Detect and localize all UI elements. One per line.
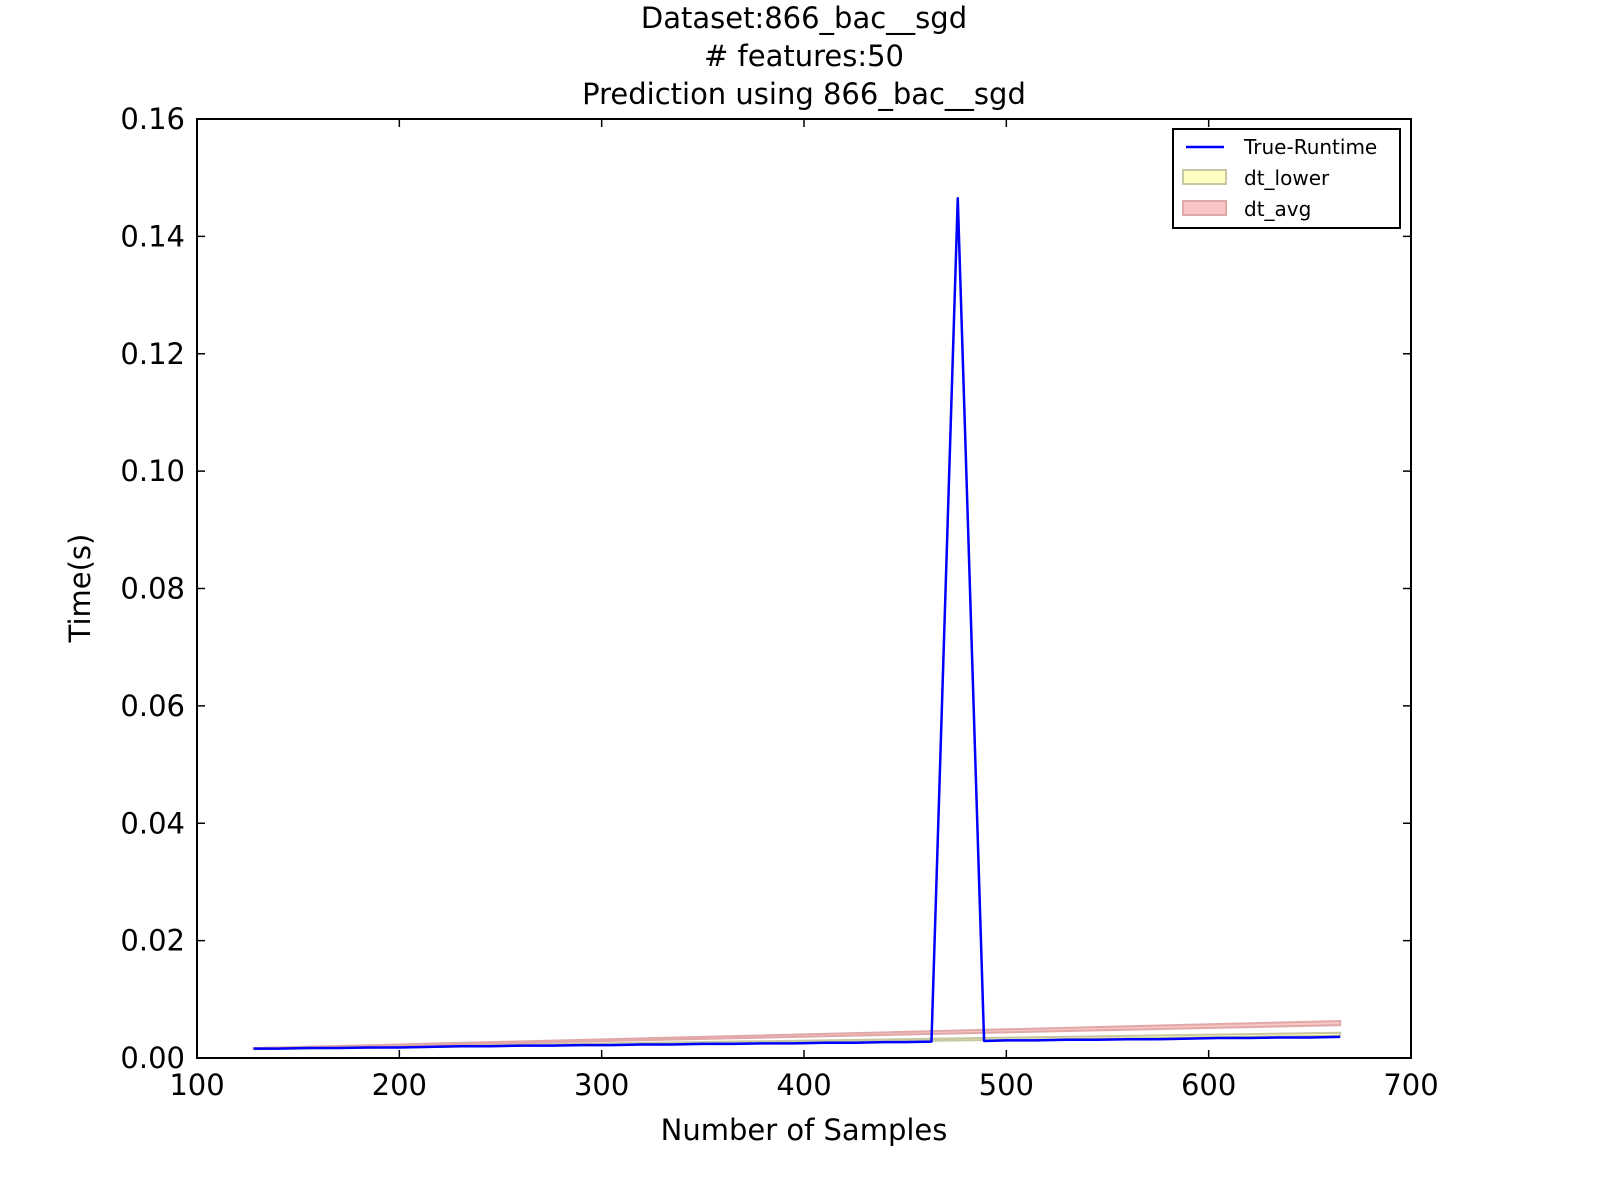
y-tick-label: 0.02 xyxy=(120,924,185,958)
x-axis-label: Number of Samples xyxy=(661,1113,948,1147)
y-axis: 0.00 0.02 0.04 0.06 0.08 0.10 0.12 0.14 0.16 xyxy=(120,102,1411,1075)
legend-swatch-band xyxy=(1182,200,1227,216)
line-layer xyxy=(253,196,1341,1050)
y-tick-label: 0.06 xyxy=(120,689,185,723)
y-tick-label: 0.10 xyxy=(120,454,185,488)
x-tick-label: 500 xyxy=(979,1068,1034,1102)
y-tick-label: 0.04 xyxy=(120,806,185,840)
legend-label: dt_avg xyxy=(1244,197,1311,221)
x-tick-label: 100 xyxy=(169,1068,224,1102)
plot-frame xyxy=(196,118,1412,1059)
title-line-2: # features:50 xyxy=(704,39,904,73)
y-tick-label: 0.14 xyxy=(120,219,185,253)
x-tick-label: 600 xyxy=(1181,1068,1236,1102)
chart-title: Dataset:866_bac__sgd # features:50 Predi… xyxy=(582,1,1026,111)
y-tick-label: 0.16 xyxy=(120,102,185,136)
x-tick-label: 300 xyxy=(574,1068,629,1102)
legend-label: True-Runtime xyxy=(1243,135,1377,159)
x-axis: 100 200 300 400 500 600 700 xyxy=(169,119,1439,1102)
legend: True-Runtime dt_lower dt_avg xyxy=(1172,128,1401,229)
series-line-true-runtime xyxy=(253,196,1341,1050)
y-tick-label: 0.12 xyxy=(120,337,185,371)
y-tick-label: 0.08 xyxy=(120,572,185,606)
y-axis-label: Time(s) xyxy=(63,534,97,644)
legend-label: dt_lower xyxy=(1244,166,1330,190)
band-layer xyxy=(252,1020,1342,1051)
y-tick-label: 0.00 xyxy=(120,1041,185,1075)
x-tick-label: 200 xyxy=(372,1068,427,1102)
x-tick-label: 400 xyxy=(776,1068,831,1102)
title-line-3: Prediction using 866_bac__sgd xyxy=(582,77,1026,111)
x-tick-label: 700 xyxy=(1383,1068,1438,1102)
title-line-1: Dataset:866_bac__sgd xyxy=(641,1,967,35)
legend-swatch-band xyxy=(1182,169,1227,185)
